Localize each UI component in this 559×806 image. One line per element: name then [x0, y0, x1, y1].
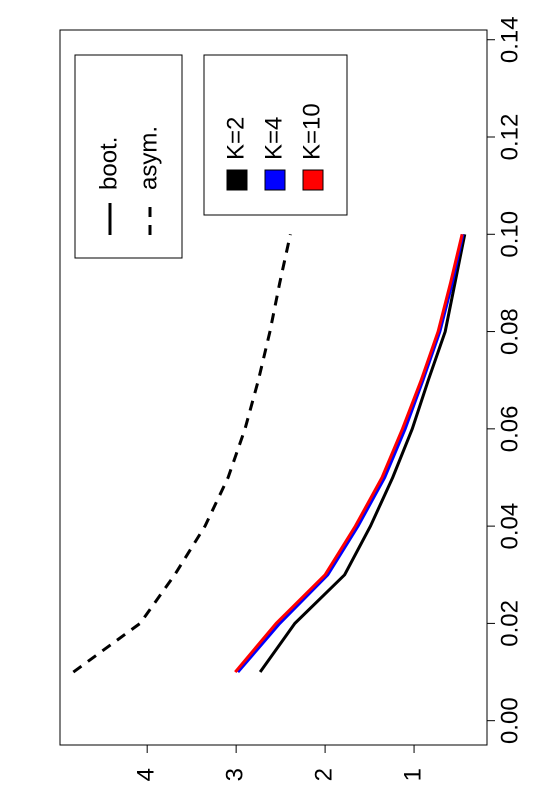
legend-box: [203, 54, 348, 216]
legend-swatch: [226, 169, 248, 191]
legend-label: K=10: [298, 103, 325, 160]
x-tick-label: 0.04: [496, 503, 523, 550]
rotated-plot: 0.00 0.02 0.04 0.06 0.08 0.10 0.12 0.14 1 2 3 4 boot…: [59, 16, 523, 781]
x-tick-label: 0.12: [496, 114, 523, 161]
y-tick-label: 1: [399, 768, 426, 781]
legend-box: [74, 54, 183, 259]
y-tick-label: 4: [133, 768, 160, 781]
series-line: [236, 233, 465, 674]
series-line: [258, 233, 467, 673]
series-line: [72, 233, 292, 674]
series-line: [234, 233, 464, 674]
plot-frame: [59, 29, 488, 746]
x-tick-label: 0.10: [496, 211, 523, 258]
legend-label: K=2: [222, 117, 249, 160]
legend-swatch: [302, 169, 324, 191]
x-tick-label: 0.08: [496, 308, 523, 355]
legend-label: K=4: [260, 117, 287, 160]
legend-swatch: [264, 169, 286, 191]
x-tick-label: 0.06: [496, 405, 523, 452]
legend-label: boot.: [95, 137, 122, 190]
y-tick-label: 2: [310, 768, 337, 781]
x-tick-label: 0.00: [496, 697, 523, 744]
legend-label: asym.: [135, 126, 162, 190]
y-tick-label: 3: [221, 768, 248, 781]
x-tick-label: 0.02: [496, 600, 523, 647]
x-tick-label: 0.14: [496, 16, 523, 63]
